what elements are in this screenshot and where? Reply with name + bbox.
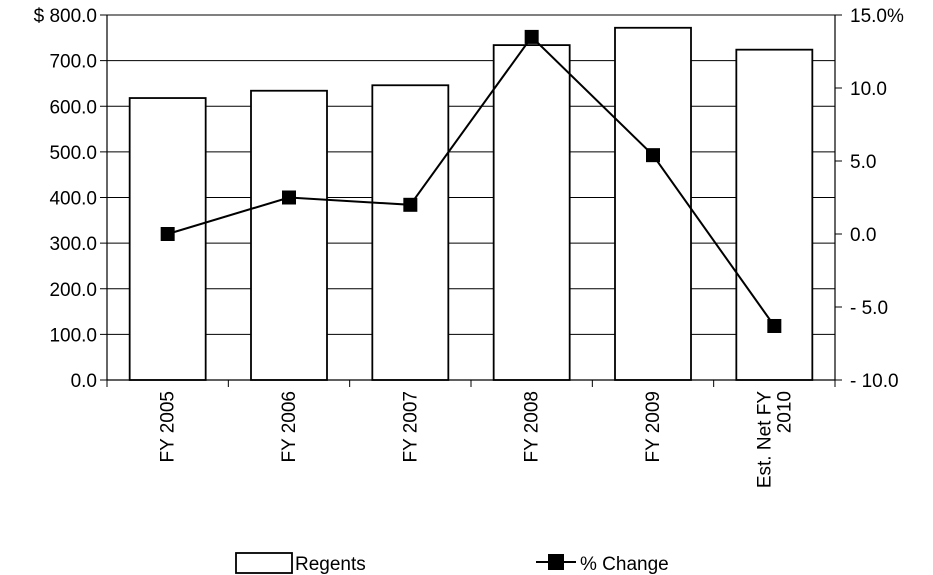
category-label: FY 2005 (158, 391, 179, 462)
right-tick-label: 0.0 (850, 225, 876, 246)
left-tick-label: $ 800.0 (34, 6, 97, 27)
legend-regents-label: Regents (295, 554, 366, 575)
percent-change-marker (646, 148, 660, 163)
right-axis-labels: - 10.0 - 5.0 0.0 5.0 10.0 15.0% (850, 6, 904, 392)
bar (250, 89, 328, 381)
legend-percent-change-marker (548, 554, 564, 570)
right-tick-label: - 5.0 (850, 298, 888, 319)
percent-change-marker (767, 318, 782, 333)
right-tick-label: 5.0 (850, 152, 876, 173)
bar-series-regents (128, 26, 814, 381)
category-labels: FY 2005 FY 2006 FY 2007 FY 2008 FY 2009 Est. … (158, 391, 796, 488)
category-label: 2010 (774, 391, 795, 433)
left-tick-label: 200.0 (49, 280, 97, 301)
left-tick-label: 600.0 (49, 97, 97, 118)
line-series-percent-change (160, 29, 782, 333)
legend: Regents % Change (235, 552, 669, 575)
gridlines (107, 14, 835, 335)
right-tick-label: 15.0% (850, 6, 904, 27)
category-label: Est. Net FY (754, 391, 775, 488)
category-label: FY 2007 (400, 391, 421, 462)
bar (614, 26, 692, 381)
left-axis-labels: 0.0 100.0 200.0 300.0 400.0 500.0 600.0 700.0 $ … (34, 6, 97, 392)
axes (100, 14, 842, 387)
category-label: FY 2008 (522, 391, 543, 462)
legend-regents-swatch (235, 552, 293, 574)
percent-change-marker (403, 197, 418, 212)
percent-change-line (167, 35, 776, 327)
bar (371, 84, 450, 381)
right-tick-label: - 10.0 (850, 371, 899, 392)
left-tick-label: 700.0 (49, 52, 97, 73)
legend-percent-change-label: % Change (580, 554, 669, 575)
bar (492, 44, 571, 381)
left-tick-label: 300.0 (49, 234, 97, 255)
category-label: FY 2009 (643, 391, 664, 462)
left-tick-label: 500.0 (49, 143, 97, 164)
left-tick-label: 0.0 (71, 371, 97, 392)
category-label: FY 2006 (279, 391, 300, 462)
percent-change-marker (160, 227, 175, 241)
percent-change-marker (282, 190, 296, 205)
left-tick-label: 100.0 (49, 325, 97, 346)
percent-change-marker (524, 29, 539, 44)
right-tick-label: 10.0 (850, 79, 887, 100)
left-tick-label: 400.0 (49, 189, 97, 210)
